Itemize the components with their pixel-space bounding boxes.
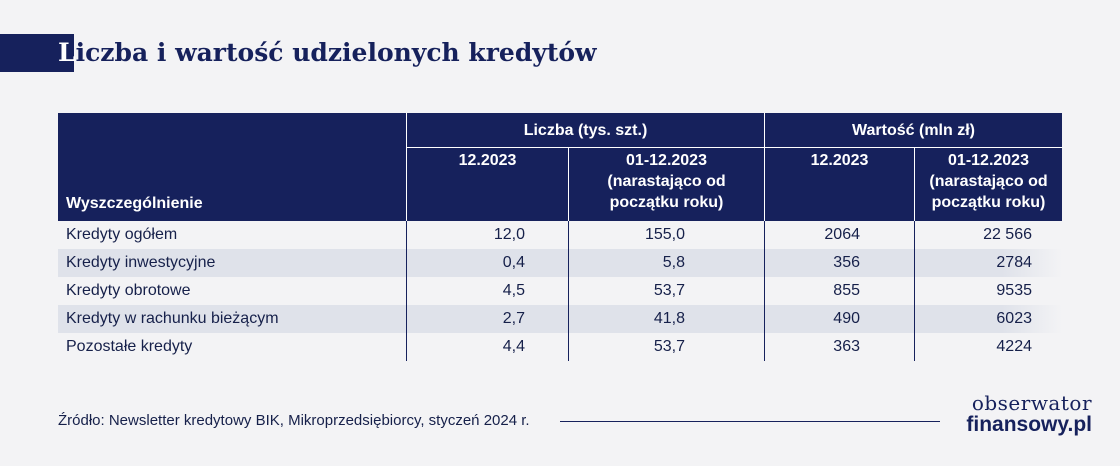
title-first-letter: L: [58, 38, 76, 67]
row-label: Kredyty obrotowe: [66, 282, 191, 299]
value-ytd-cell: 9535: [996, 282, 1032, 299]
count-month-cell: 2,7: [502, 310, 525, 327]
brand-logo: obserwator finansowy.pl: [952, 392, 1092, 436]
count-ytd-cell: 53,7: [653, 338, 685, 355]
column-divider: [568, 221, 569, 361]
value-ytd-cell: 6023: [996, 310, 1032, 327]
table-row: Kredyty obrotowe 4,5 53,7 855 9535: [58, 277, 1062, 305]
header-count-month: 12.2023: [458, 152, 517, 169]
row-label: Kredyty inwestycyjne: [66, 254, 216, 271]
header-count-ytd-line2: (narastająco od: [607, 173, 726, 190]
header-count-ytd: 01-12.2023 (narastająco od początku roku…: [569, 150, 764, 213]
count-month-cell: 4,4: [502, 338, 525, 355]
logo-line1: obserwator: [971, 391, 1092, 415]
count-ytd-cell: 41,8: [653, 310, 685, 327]
value-month-cell: 356: [833, 254, 860, 271]
page-title: Liczba i wartość udzielonych kredytów: [58, 34, 597, 72]
value-month-cell: 490: [833, 310, 860, 327]
title-accent-bar: [0, 34, 74, 72]
row-label: Pozostałe kredyty: [66, 338, 193, 355]
value-ytd-cell: 4224: [996, 338, 1032, 355]
header-count-ytd-line3: początku roku): [609, 194, 724, 211]
column-divider: [914, 221, 915, 361]
header-value-ytd-line2: (narastająco od: [929, 173, 1048, 190]
header-value-month: 12.2023: [810, 152, 869, 169]
value-month-cell: 363: [833, 338, 860, 355]
source-note: Źródło: Newsletter kredytowy BIK, Mikrop…: [58, 412, 530, 429]
value-month-cell: 2064: [824, 226, 860, 243]
table-row: Kredyty inwestycyjne 0,4 5,8 356 2784: [58, 249, 1062, 277]
column-divider: [406, 221, 407, 361]
value-ytd-cell: 2784: [996, 254, 1032, 271]
credits-table: Wyszczególnienie Liczba (tys. szt.) Wart…: [58, 113, 1062, 361]
table-body: Kredyty ogółem 12,0 155,0 2064 22 566 Kr…: [58, 221, 1062, 361]
count-month-cell: 0,4: [502, 254, 525, 271]
value-month-cell: 855: [833, 282, 860, 299]
header-value-ytd-line1: 01-12.2023: [948, 152, 1029, 169]
count-month-cell: 4,5: [502, 282, 525, 299]
header-value-ytd: 01-12.2023 (narastająco od początku roku…: [915, 150, 1062, 213]
count-ytd-cell: 155,0: [644, 226, 685, 243]
table-row: Pozostałe kredyty 4,4 53,7 363 4224: [58, 333, 1062, 361]
header-group-value: Wartość (mln zł): [852, 122, 975, 139]
row-label: Kredyty ogółem: [66, 226, 178, 243]
count-month-cell: 12,0: [493, 226, 525, 243]
table-row: Kredyty ogółem 12,0 155,0 2064 22 566: [58, 221, 1062, 249]
header-value-ytd-line3: początku roku): [931, 194, 1046, 211]
source-divider: [560, 421, 940, 422]
header-count-ytd-line1: 01-12.2023: [626, 152, 707, 169]
header-row-label: Wyszczególnienie: [66, 195, 203, 212]
title-rest: iczba i wartość udzielonych kredytów: [75, 38, 597, 67]
table-header: Wyszczególnienie Liczba (tys. szt.) Wart…: [58, 113, 1062, 221]
table-row: Kredyty w rachunku bieżącym 2,7 41,8 490…: [58, 305, 1062, 333]
header-group-count: Liczba (tys. szt.): [523, 122, 648, 139]
column-divider: [764, 221, 765, 361]
count-ytd-cell: 53,7: [653, 282, 685, 299]
count-ytd-cell: 5,8: [662, 254, 685, 271]
logo-line2: finansowy.pl: [966, 413, 1092, 436]
value-ytd-cell: 22 566: [983, 226, 1032, 243]
row-label: Kredyty w rachunku bieżącym: [66, 310, 279, 327]
